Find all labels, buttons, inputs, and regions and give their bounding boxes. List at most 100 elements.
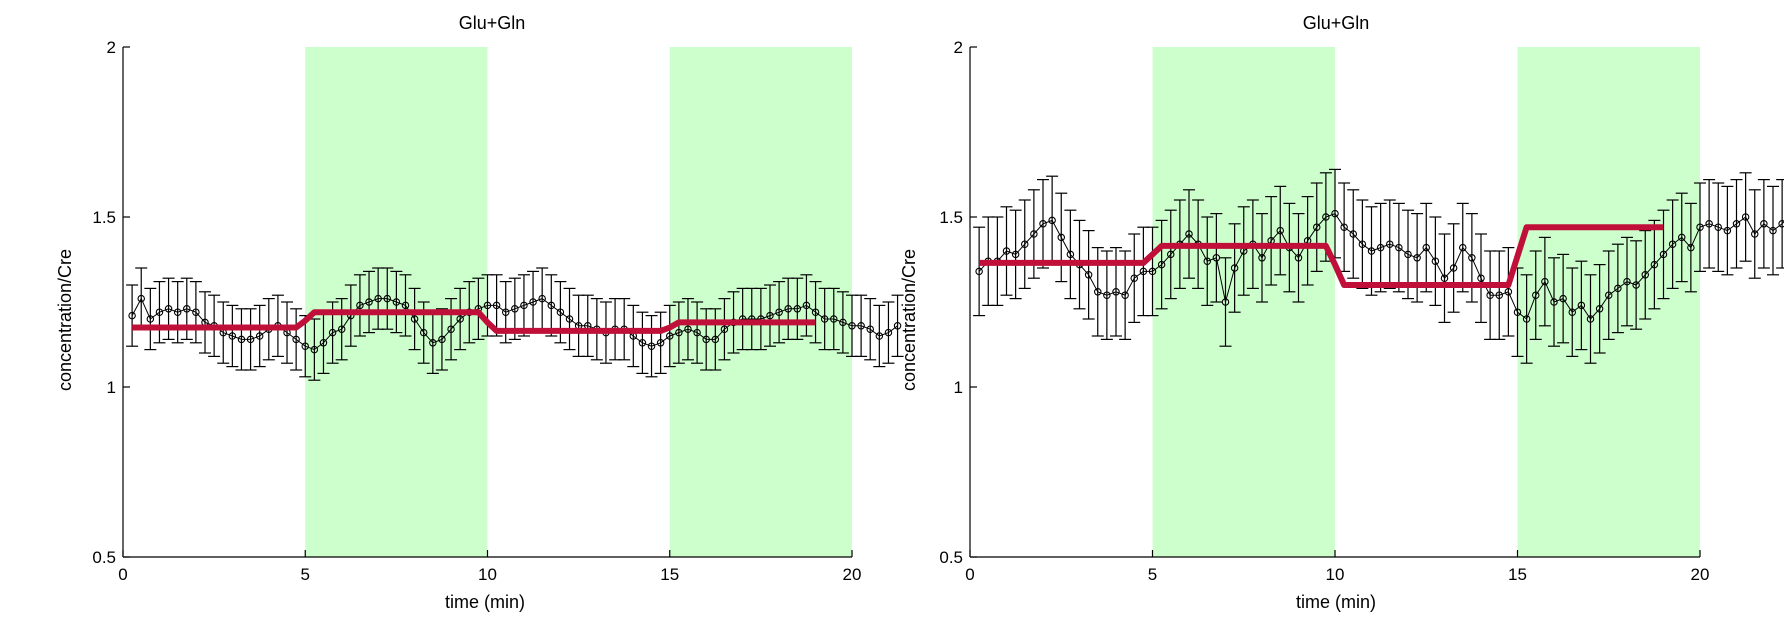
data-point	[365, 298, 373, 306]
data-point	[1477, 274, 1485, 282]
data-point	[857, 322, 865, 330]
data-point	[1641, 271, 1650, 279]
stimulation-region	[1152, 47, 1335, 557]
data-point	[675, 328, 683, 337]
data-point	[1769, 226, 1777, 235]
data-point	[1678, 233, 1686, 242]
y-tick-label: 1	[954, 378, 963, 397]
data-point	[684, 325, 692, 333]
data-point	[1002, 247, 1011, 255]
data-point	[447, 325, 455, 333]
data-point	[565, 315, 574, 323]
data-point	[1039, 220, 1047, 228]
data-point	[1623, 277, 1631, 286]
data-point	[638, 339, 647, 347]
data-point	[328, 328, 337, 337]
data-point	[356, 301, 364, 310]
data-point	[1395, 243, 1403, 252]
data-point	[1413, 254, 1421, 262]
data-point	[1568, 308, 1577, 316]
data-point	[183, 305, 191, 313]
stimulation-shading-group	[1152, 47, 1700, 557]
data-point	[483, 301, 492, 310]
x-tick-label: 15	[1508, 565, 1527, 584]
data-series-line	[131, 297, 898, 351]
data-point	[711, 335, 720, 344]
chart-left: 0 5 10 15 20 0.5 1 1.5 2 Glu+Gln time (min) conc…	[55, 13, 904, 612]
data-point	[1221, 298, 1230, 306]
data-point	[1605, 291, 1613, 299]
data-point	[830, 315, 838, 323]
x-tick-label: 0	[118, 565, 127, 584]
data-point	[1340, 223, 1348, 231]
data-point	[1121, 291, 1129, 299]
data-point	[1741, 213, 1750, 221]
data-point	[848, 322, 856, 330]
data-points-group	[126, 267, 904, 381]
data-point	[1084, 271, 1093, 279]
data-point	[875, 332, 884, 340]
data-point	[1322, 213, 1330, 221]
data-point	[1112, 288, 1120, 296]
data-point	[811, 308, 820, 316]
data-point	[1468, 254, 1476, 262]
data-point	[255, 332, 264, 340]
data-point	[1230, 264, 1239, 272]
data-point	[656, 339, 665, 347]
data-point	[1431, 257, 1440, 265]
data-point	[310, 345, 319, 354]
chart-title: Glu+Gln	[459, 13, 526, 33]
data-point	[401, 301, 410, 310]
data-point	[893, 322, 902, 330]
data-point	[1513, 308, 1522, 316]
data-point	[1048, 216, 1056, 225]
data-point	[547, 301, 556, 310]
data-point	[1130, 274, 1139, 282]
x-tick-label: 10	[1326, 565, 1345, 584]
data-point	[1714, 223, 1723, 231]
data-point	[693, 328, 701, 337]
data-point	[802, 301, 811, 310]
x-tick-label: 10	[478, 565, 497, 584]
data-point	[1294, 254, 1303, 262]
data-point	[1495, 291, 1504, 299]
data-point	[975, 267, 983, 276]
data-point	[501, 308, 510, 316]
x-tick-label: 0	[965, 565, 974, 584]
data-point	[1258, 254, 1266, 262]
data-point	[720, 325, 729, 333]
data-point	[1732, 220, 1741, 228]
data-point	[1614, 284, 1622, 293]
data-point	[1559, 294, 1567, 303]
data-point	[392, 298, 401, 306]
data-point	[884, 328, 893, 337]
y-tick-label: 2	[954, 38, 963, 57]
data-point	[429, 339, 437, 347]
data-point	[1349, 230, 1358, 238]
data-point	[665, 332, 674, 340]
y-tick-label: 1.5	[939, 208, 963, 227]
fit-line	[132, 309, 816, 334]
data-point	[1705, 220, 1713, 228]
data-point	[1157, 260, 1166, 269]
x-axis-label: time (min)	[1296, 592, 1376, 612]
data-point	[775, 308, 783, 316]
data-point	[1203, 257, 1212, 265]
data-point	[1459, 243, 1467, 252]
y-tick-label: 1	[107, 378, 116, 397]
data-point	[647, 342, 656, 350]
x-tick-label: 20	[843, 565, 862, 584]
data-point	[1577, 301, 1586, 310]
data-point	[820, 315, 829, 323]
data-point	[1167, 250, 1175, 259]
data-point	[1404, 250, 1412, 259]
error-bar	[973, 226, 986, 317]
data-point	[1449, 264, 1458, 272]
data-point	[784, 305, 792, 313]
fit-line-group	[132, 309, 816, 334]
data-point	[410, 315, 419, 323]
data-point	[1313, 223, 1321, 231]
y-axis-label: concentration/Cre	[899, 249, 919, 391]
data-point	[1066, 250, 1075, 259]
